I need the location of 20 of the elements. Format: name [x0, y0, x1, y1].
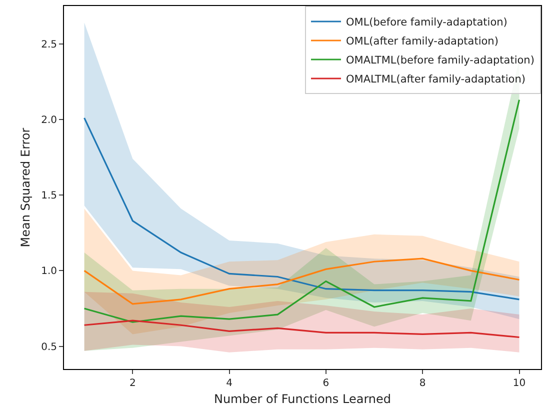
x-tick-label: 6	[322, 378, 330, 389]
y-tick-label: 1.5	[41, 190, 57, 202]
legend-label: OML(after family-adaptation)	[346, 36, 498, 48]
x-axis-title: Number of Functions Learned	[214, 392, 392, 406]
x-tick-label: 4	[226, 378, 232, 389]
y-axis-title: Mean Squared Error	[18, 128, 32, 248]
x-tick-label: 2	[129, 378, 136, 389]
legend-label: OML(before family-adaptation)	[346, 16, 508, 29]
legend-label: OMALTML(after family-adaptation)	[346, 74, 526, 86]
line-series	[84, 117, 520, 300]
legend-label: OMALTML(before family-adaptation)	[346, 54, 534, 67]
x-tick-label: 8	[419, 378, 426, 389]
line-series	[84, 258, 520, 305]
x-tick-label: 10	[512, 378, 526, 389]
y-tick-label: 0.5	[41, 342, 57, 353]
y-tick-label: 2.5	[41, 39, 57, 50]
line-series	[84, 98, 520, 323]
y-tick-label: 2.0	[41, 114, 57, 126]
y-tick-label: 1.0	[41, 266, 57, 278]
line-series	[84, 320, 520, 338]
